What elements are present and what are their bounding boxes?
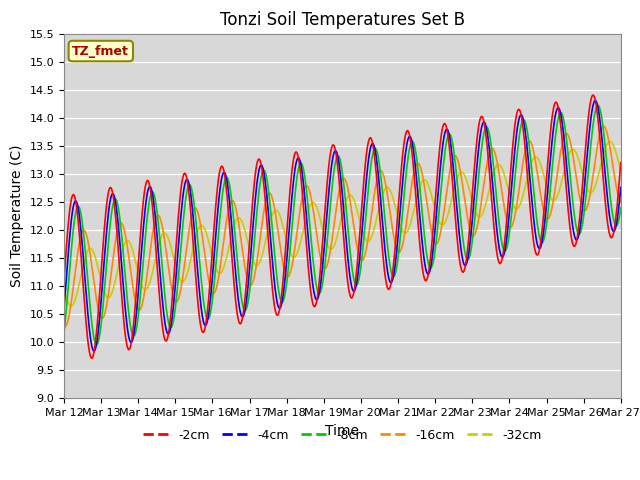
-2cm: [88, 355, 96, 361]
-8cm: [207, 307, 215, 313]
-4cm: [207, 291, 215, 297]
-8cm: [594, 102, 602, 108]
-4cm: [183, 177, 191, 182]
-4cm: [566, 205, 574, 211]
-8cm: [444, 134, 451, 140]
-8cm: [335, 153, 342, 159]
-2cm: [60, 277, 68, 283]
-8cm: [93, 342, 100, 348]
-16cm: [566, 140, 574, 146]
-2cm: [207, 267, 215, 273]
-2cm: [335, 172, 342, 178]
Title: Tonzi Soil Temperatures Set B: Tonzi Soil Temperatures Set B: [220, 11, 465, 29]
Line: -32cm: -32cm: [64, 142, 621, 306]
-2cm: [444, 130, 451, 136]
-8cm: [617, 205, 625, 211]
-16cm: [183, 242, 191, 248]
-16cm: [389, 227, 397, 233]
Line: -2cm: -2cm: [64, 95, 621, 358]
-4cm: [90, 348, 98, 354]
-2cm: [589, 92, 596, 98]
Text: TZ_fmet: TZ_fmet: [72, 45, 129, 58]
-32cm: [566, 148, 574, 154]
-4cm: [444, 127, 451, 132]
Line: -16cm: -16cm: [64, 126, 621, 326]
-8cm: [183, 188, 191, 194]
-4cm: [389, 276, 397, 282]
-2cm: [183, 176, 191, 182]
-16cm: [600, 123, 607, 129]
-2cm: [617, 160, 625, 166]
-32cm: [207, 248, 215, 254]
-32cm: [617, 167, 625, 173]
-4cm: [60, 306, 68, 312]
-32cm: [60, 286, 68, 292]
-8cm: [566, 177, 574, 182]
-32cm: [335, 228, 342, 234]
Y-axis label: Soil Temperature (C): Soil Temperature (C): [10, 145, 24, 287]
Line: -8cm: -8cm: [64, 105, 621, 345]
-4cm: [617, 184, 625, 190]
-8cm: [60, 330, 68, 336]
Line: -4cm: -4cm: [64, 100, 621, 351]
-2cm: [389, 270, 397, 276]
-16cm: [61, 324, 68, 329]
-16cm: [617, 199, 625, 205]
-16cm: [335, 191, 342, 196]
-2cm: [566, 229, 574, 235]
Legend: -2cm, -4cm, -8cm, -16cm, -32cm: -2cm, -4cm, -8cm, -16cm, -32cm: [138, 424, 547, 447]
-4cm: [335, 157, 342, 163]
-32cm: [389, 194, 397, 200]
-32cm: [444, 213, 451, 218]
-16cm: [444, 183, 451, 189]
-8cm: [389, 273, 397, 279]
-16cm: [60, 323, 68, 329]
-16cm: [207, 287, 215, 292]
-4cm: [591, 97, 599, 103]
X-axis label: Time: Time: [325, 424, 360, 438]
-32cm: [183, 272, 191, 277]
-32cm: [606, 139, 614, 144]
-32cm: [67, 303, 75, 309]
